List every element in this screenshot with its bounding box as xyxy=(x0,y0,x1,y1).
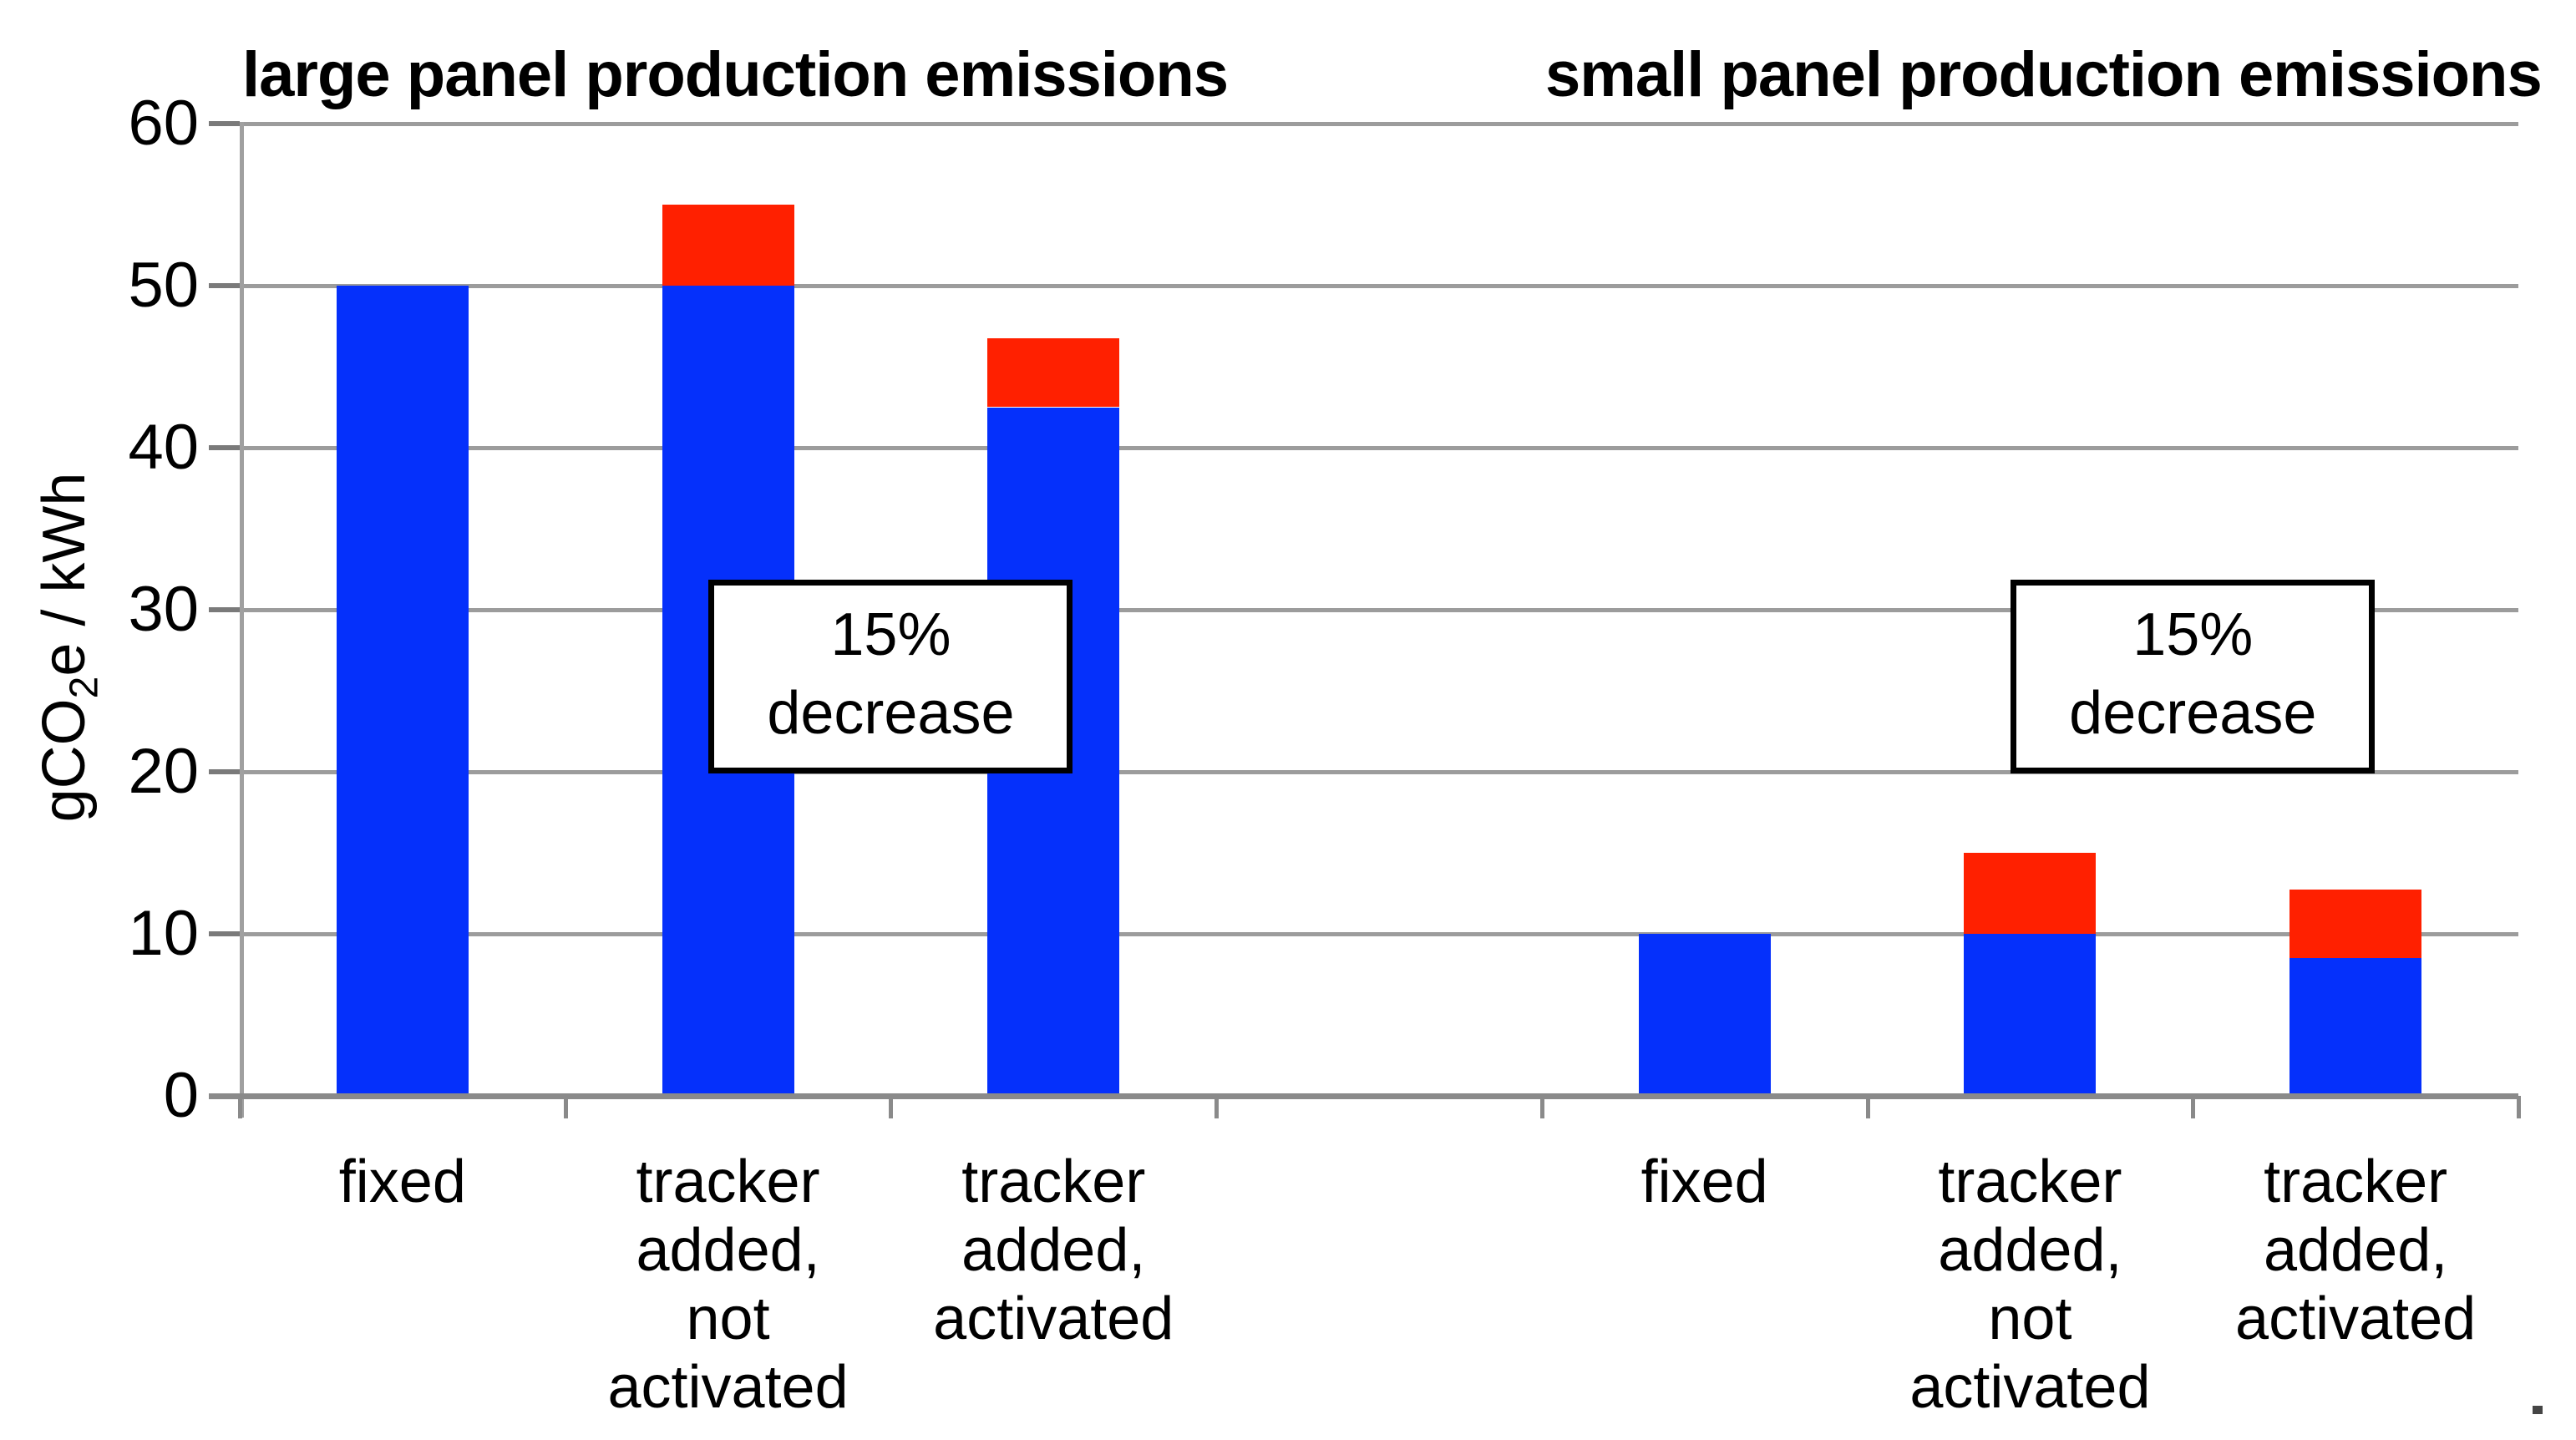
category-label: tracker added, activated xyxy=(2197,1148,2514,1353)
y-axis-tick-20 xyxy=(209,769,240,774)
gridline-20 xyxy=(240,770,2518,774)
category-label-line: activated xyxy=(607,1354,849,1421)
category-label-line: activated xyxy=(1909,1354,2151,1421)
x-axis-tick xyxy=(563,1096,568,1118)
y-axis-tick-40 xyxy=(209,445,240,450)
category-label-line: tracker xyxy=(1938,1148,2122,1215)
gridline-50 xyxy=(240,284,2518,288)
category-label: fixed xyxy=(1546,1148,1864,1216)
bar-segment-tracker-production xyxy=(987,338,1120,408)
screenshot-artifact-dot xyxy=(2533,1406,2543,1414)
y-tick-label-10: 10 xyxy=(128,898,199,969)
bar-segment-tracker-production xyxy=(2289,889,2422,959)
right-chart-title: small panel production emissions xyxy=(1545,39,2543,110)
decrease-annotation-line: decrease xyxy=(767,680,1015,747)
decrease-annotation-line: decrease xyxy=(2069,680,2317,747)
x-axis-tick xyxy=(1214,1096,1220,1118)
y-axis-line xyxy=(240,122,244,1118)
category-label-line: added, xyxy=(961,1217,1146,1284)
category-label: tracker added, not activated xyxy=(1872,1148,2189,1422)
gridline-40 xyxy=(240,446,2518,450)
category-label-line: activated xyxy=(933,1285,1174,1352)
bar-segment-panel-production xyxy=(1964,934,2097,1096)
y-axis-tick-60 xyxy=(209,121,240,126)
decrease-annotation-box: 15% decrease xyxy=(2011,580,2376,773)
y-tick-label-60: 60 xyxy=(128,88,199,159)
y-tick-label-30: 30 xyxy=(128,574,199,645)
gridline-10 xyxy=(240,932,2518,936)
x-axis-tick xyxy=(2517,1096,2521,1118)
decrease-annotation-box: 15% decrease xyxy=(708,580,1073,773)
category-label-line: fixed xyxy=(338,1148,466,1215)
y-axis-tick-50 xyxy=(209,283,240,288)
x-axis-tick xyxy=(889,1096,894,1118)
category-label: tracker added, not activated xyxy=(570,1148,887,1422)
x-axis-tick xyxy=(1539,1096,1544,1118)
y-axis-unit-subscript: 2 xyxy=(62,676,107,699)
y-axis-tick-30 xyxy=(209,607,240,612)
x-axis-tick xyxy=(238,1096,242,1118)
x-axis-tick xyxy=(2191,1096,2196,1118)
x-axis-tick xyxy=(1865,1096,1870,1118)
y-tick-label-50: 50 xyxy=(128,250,199,321)
bar-segment-panel-production xyxy=(1638,934,1771,1096)
y-tick-label-0: 0 xyxy=(163,1060,199,1131)
x-axis-line xyxy=(209,1093,2518,1099)
category-label-line: not xyxy=(686,1285,770,1352)
bar-segment-panel-production xyxy=(336,286,469,1096)
category-label: tracker added, activated xyxy=(895,1148,1212,1353)
y-tick-label-40: 40 xyxy=(128,412,199,483)
gridline-60 xyxy=(240,122,2518,126)
category-label-line: tracker xyxy=(961,1148,1146,1215)
bar-segment-tracker-production xyxy=(1964,853,2097,934)
category-label-line: tracker xyxy=(636,1148,820,1215)
category-label-line: fixed xyxy=(1640,1148,1768,1215)
category-label-line: added, xyxy=(636,1217,820,1284)
decrease-annotation-line: 15% xyxy=(830,601,951,668)
y-axis-tick-10 xyxy=(209,931,240,936)
decrease-annotation-line: 15% xyxy=(2132,601,2254,668)
bar-segment-panel-production xyxy=(2289,958,2422,1096)
gridline-30 xyxy=(240,608,2518,612)
left-chart-title: large panel production emissions xyxy=(242,39,1229,110)
bar-segment-tracker-production xyxy=(662,205,794,286)
category-label-line: added, xyxy=(2264,1217,2448,1284)
y-tick-label-20: 20 xyxy=(128,736,199,807)
category-label: fixed xyxy=(244,1148,561,1216)
category-label-line: added, xyxy=(1938,1217,2122,1284)
category-label-line: tracker xyxy=(2264,1148,2448,1215)
category-label-line: activated xyxy=(2235,1285,2477,1352)
category-label-line: not xyxy=(1988,1285,2072,1352)
